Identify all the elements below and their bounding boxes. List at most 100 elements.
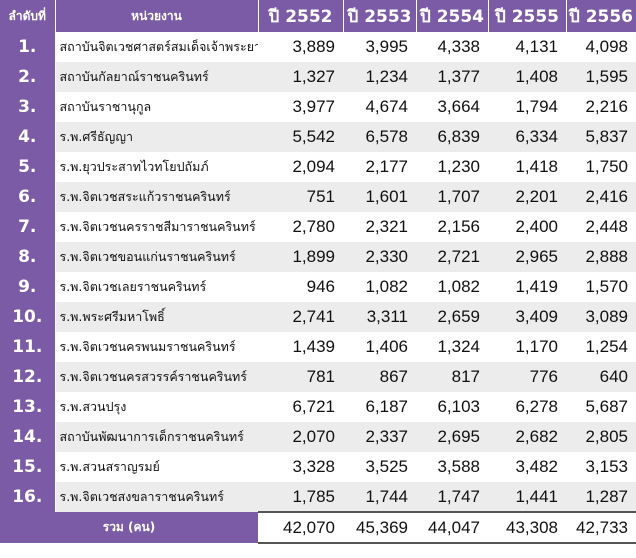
table-row: 11. ร.พ.จิตเวชนครพนมราชนครินทร์ 1,439 1,406… [0, 332, 636, 362]
total-value: 44,047 [416, 511, 488, 544]
year-value: 6,839 [416, 122, 488, 152]
year-value: 2,156 [416, 212, 488, 242]
year-value: 776 [488, 362, 566, 392]
total-row: รวม (คน) 42,070 45,369 44,047 43,308 42,… [0, 511, 636, 544]
year-value: 1,747 [416, 482, 488, 512]
row-index: 11. [0, 332, 56, 362]
year-value: 3,311 [343, 302, 416, 332]
agency-name: ร.พ.พระศรีมหาโพธิ์ [55, 302, 258, 332]
table-row: 14. สถาบันพัฒนาการเด็กราชนครินทร์ 2,070 2,3… [0, 422, 636, 452]
year-value: 1,082 [416, 272, 488, 302]
row-index: 13. [0, 392, 56, 422]
row-index: 2. [0, 62, 56, 92]
header-row: ลำดับที่ หน่วยงาน ปี 2552 ปี 2553 ปี 255… [0, 0, 636, 32]
row-index: 14. [0, 422, 56, 452]
year-value: 2,201 [488, 182, 566, 212]
year-value: 3,977 [258, 92, 343, 122]
table-row: 3. สถาบันราชานุกูล 3,977 4,674 3,664 1,794 2,2… [0, 92, 636, 122]
year-value: 5,687 [566, 392, 636, 422]
year-value: 4,338 [416, 32, 488, 62]
agency-name: ร.พ.ยุวประสาทไวทโยปถัมภ์ [55, 152, 258, 182]
year-value: 3,153 [566, 452, 636, 482]
year-value: 2,321 [343, 212, 416, 242]
year-value: 1,785 [258, 482, 343, 512]
total-value: 42,070 [258, 511, 343, 544]
row-index: 15. [0, 452, 56, 482]
year-value: 751 [258, 182, 343, 212]
agency-name: ร.พ.จิตเวชนครพนมราชนครินทร์ [55, 332, 258, 362]
year-value: 1,230 [416, 152, 488, 182]
year-value: 3,328 [258, 452, 343, 482]
year-value: 1,408 [488, 62, 566, 92]
table-row: 9. ร.พ.จิตเวชเลยราชนครินทร์ 946 1,082 1,082 1… [0, 272, 636, 302]
year-value: 1,595 [566, 62, 636, 92]
year-value: 2,780 [258, 212, 343, 242]
year-value: 4,674 [343, 92, 416, 122]
year-value: 1,418 [488, 152, 566, 182]
table-row: 10. ร.พ.พระศรีมหาโพธิ์ 2,741 3,311 2,659 3,40… [0, 302, 636, 332]
year-column-header: ปี 2553 [343, 0, 417, 32]
year-value: 1,327 [258, 62, 343, 92]
total-value: 43,308 [488, 511, 566, 544]
year-value: 1,794 [488, 92, 566, 122]
year-value: 2,965 [488, 242, 566, 272]
year-value: 2,695 [416, 422, 488, 452]
year-value: 5,542 [258, 122, 343, 152]
year-value: 1,750 [566, 152, 636, 182]
year-value: 3,089 [566, 302, 636, 332]
table-row: 1. สถาบันจิตเวชศาสตร์สมเด็จเจ้าพระยา 3,889… [0, 32, 636, 62]
year-value: 3,482 [488, 452, 566, 482]
year-value: 1,324 [416, 332, 488, 362]
table-row: 15. ร.พ.สวนสราญรมย์ 3,328 3,525 3,588 3,482 3,… [0, 452, 636, 482]
agency-name: ร.พ.สวนสราญรมย์ [55, 452, 258, 482]
year-value: 3,409 [488, 302, 566, 332]
table-row: 12. ร.พ.จิตเวชนครสวรรค์ราชนครินทร์ 781 867 8… [0, 362, 636, 392]
year-value: 6,578 [343, 122, 416, 152]
agency-name: สถาบันกัลยาณ์ราชนครินทร์ [55, 62, 258, 92]
year-value: 3,664 [416, 92, 488, 122]
year-value: 1,601 [343, 182, 416, 212]
year-value: 640 [566, 362, 636, 392]
agency-name: ร.พ.จิตเวชเลยราชนครินทร์ [55, 272, 258, 302]
year-value: 1,234 [343, 62, 416, 92]
year-value: 1,419 [488, 272, 566, 302]
year-column-header: ปี 2555 [488, 0, 567, 32]
table-row: 8. ร.พ.จิตเวชขอนแก่นราชนครินทร์ 1,899 2,330… [0, 242, 636, 272]
row-index: 5. [0, 152, 56, 182]
year-value: 1,377 [416, 62, 488, 92]
table-body: 1. สถาบันจิตเวชศาสตร์สมเด็จเจ้าพระยา 3,889… [0, 32, 636, 512]
agency-name: ร.พ.ศรีธัญญา [55, 122, 258, 152]
statistics-table: ลำดับที่ หน่วยงาน ปี 2552 ปี 2553 ปี 255… [0, 0, 636, 544]
year-value: 3,995 [343, 32, 416, 62]
year-value: 4,131 [488, 32, 566, 62]
year-value: 2,400 [488, 212, 566, 242]
year-value: 1,441 [488, 482, 566, 512]
row-index: 8. [0, 242, 56, 272]
agency-name: ร.พ.สวนปรุง [55, 392, 258, 422]
year-value: 1,406 [343, 332, 416, 362]
year-value: 3,889 [258, 32, 343, 62]
year-value: 2,805 [566, 422, 636, 452]
year-value: 2,330 [343, 242, 416, 272]
row-index: 7. [0, 212, 56, 242]
year-value: 946 [258, 272, 343, 302]
agency-name: ร.พ.จิตเวชนครสวรรค์ราชนครินทร์ [55, 362, 258, 392]
table-row: 6. ร.พ.จิตเวชสระแก้วราชนครินทร์ 751 1,601 1,… [0, 182, 636, 212]
total-value: 42,733 [566, 511, 636, 544]
year-value: 781 [258, 362, 343, 392]
year-value: 2,682 [488, 422, 566, 452]
year-value: 1,170 [488, 332, 566, 362]
year-value: 2,094 [258, 152, 343, 182]
table-row: 5. ร.พ.ยุวประสาทไวทโยปถัมภ์ 2,094 2,177 1,23… [0, 152, 636, 182]
total-value: 45,369 [343, 511, 416, 544]
row-index: 9. [0, 272, 56, 302]
table-row: 7. ร.พ.จิตเวชนครราชสีมาราชนครินทร์ 2,780 2,… [0, 212, 636, 242]
year-value: 6,721 [258, 392, 343, 422]
year-value: 2,177 [343, 152, 416, 182]
year-column-header: ปี 2556 [566, 0, 636, 32]
agency-name: ร.พ.จิตเวชนครราชสีมาราชนครินทร์ [55, 212, 258, 242]
year-value: 2,741 [258, 302, 343, 332]
year-value: 6,334 [488, 122, 566, 152]
year-value: 6,278 [488, 392, 566, 422]
agency-name: ร.พ.จิตเวชสงขลาราชนครินทร์ [55, 482, 258, 512]
